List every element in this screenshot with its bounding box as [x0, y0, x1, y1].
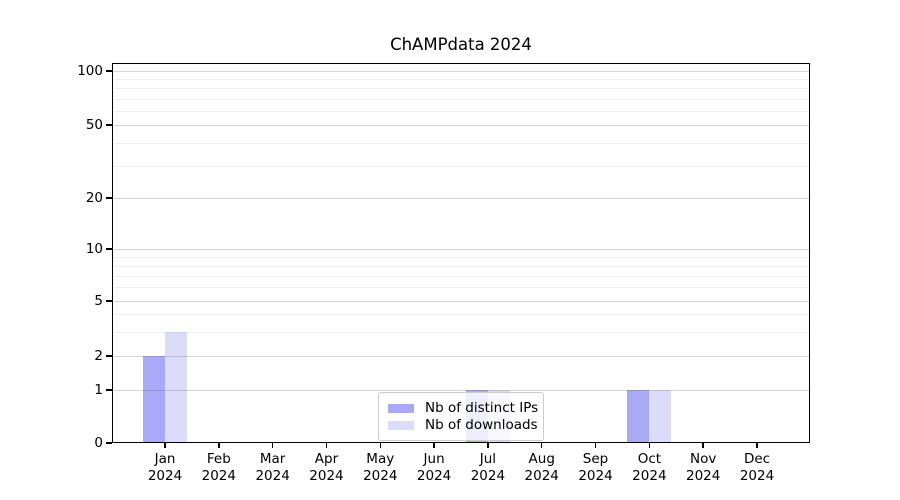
x-tick-label-sep: Sep 2024: [564, 451, 628, 485]
y-tick-label-1: 1: [94, 382, 103, 398]
y-tick-mark-50: [105, 124, 112, 126]
bar-jan-ips: [143, 356, 165, 443]
gridline-9: [112, 256, 810, 258]
x-tick-mark-apr: [325, 443, 328, 448]
x-tick-year: 2024: [309, 468, 344, 484]
x-tick-mark-mar: [271, 443, 274, 448]
axes-frame: [112, 63, 810, 443]
x-tick-mark-jul: [487, 443, 489, 448]
x-tick-label-oct: Oct 2024: [617, 451, 681, 485]
x-tick-month: Aug: [528, 451, 555, 467]
x-tick-label-jul: Jul 2024: [456, 451, 520, 485]
x-tick-month: Oct: [637, 451, 662, 467]
x-tick-mark-may: [379, 443, 382, 448]
y-tick-label-5: 5: [94, 293, 103, 309]
y-tick-mark-2: [105, 355, 112, 357]
x-tick-mark-nov: [702, 443, 704, 448]
legend-swatch: [388, 403, 414, 413]
x-tick-label-jun: Jun 2024: [402, 451, 466, 485]
x-tick-year: 2024: [685, 468, 721, 484]
legend-label: Nb of distinct IPs: [425, 400, 539, 416]
legend-item-distinct-ips: Nb of distinct IPs: [388, 400, 538, 416]
x-tick-label-dec: Dec 2024: [725, 451, 789, 485]
bar-jan-downloads: [165, 331, 187, 443]
y-tick-mark-0: [105, 442, 112, 444]
gridline-2: [112, 356, 810, 357]
y-tick-label-50: 50: [85, 117, 103, 133]
y-tick-label-0: 0: [94, 435, 103, 451]
x-tick-month: Dec: [743, 451, 771, 467]
x-tick-label-feb: Feb 2024: [187, 451, 251, 485]
x-tick-year: 2024: [739, 468, 775, 484]
x-tick-month: Mar: [259, 451, 286, 467]
gridline-90: [112, 79, 810, 81]
x-tick-mark-aug: [540, 443, 543, 448]
gridline-6: [112, 287, 810, 289]
legend-label: Nb of downloads: [425, 417, 538, 433]
x-tick-month: Sep: [582, 451, 609, 467]
x-tick-mark-jun: [433, 443, 435, 448]
x-tick-label-may: May 2024: [348, 451, 412, 485]
x-tick-year: 2024: [416, 468, 452, 484]
y-tick-mark-10: [105, 248, 112, 250]
gridline-8: [112, 265, 810, 267]
y-tick-mark-100: [105, 70, 112, 72]
gridline-60: [112, 110, 810, 112]
gridline-4: [112, 314, 810, 316]
gridline-100: [112, 71, 810, 72]
legend-item-downloads: Nb of downloads: [388, 417, 538, 433]
x-tick-year: 2024: [255, 468, 290, 484]
x-tick-year: 2024: [363, 468, 398, 484]
x-tick-label-nov: Nov 2024: [671, 451, 735, 485]
y-tick-mark-20: [105, 197, 112, 199]
x-tick-month: May: [366, 451, 395, 467]
x-tick-month: Jun: [423, 451, 445, 467]
x-tick-year: 2024: [632, 468, 667, 484]
chart-title: ChAMPdata 2024: [390, 35, 532, 54]
legend-swatch: [388, 420, 414, 430]
gridline-70: [112, 98, 810, 100]
y-tick-mark-5: [105, 300, 112, 302]
plot-area: Nb of distinct IPs Nb of downloads: [105, 63, 810, 448]
gridline-3: [112, 331, 810, 333]
gridline-30: [112, 165, 810, 167]
x-tick-year: 2024: [147, 468, 183, 484]
x-tick-label-jan: Jan 2024: [133, 451, 197, 485]
bar-oct-downloads: [649, 390, 672, 443]
gridline-20: [112, 198, 810, 199]
bar-oct-ips: [627, 390, 650, 443]
gridline-1: [112, 390, 810, 391]
x-tick-label-mar: Mar 2024: [241, 451, 305, 485]
x-tick-mark-dec: [756, 443, 758, 448]
gridline-7: [112, 275, 810, 277]
x-tick-mark-jan: [164, 443, 166, 448]
x-tick-month: Nov: [689, 451, 717, 467]
y-tick-mark-1: [105, 389, 112, 391]
y-tick-label-100: 100: [77, 63, 103, 79]
x-tick-month: Apr: [314, 451, 339, 467]
x-tick-year: 2024: [201, 468, 236, 484]
gridline-80: [112, 88, 810, 90]
y-tick-label-10: 10: [85, 241, 103, 257]
x-tick-year: 2024: [524, 468, 559, 484]
x-tick-month: Feb: [206, 451, 231, 467]
gridline-40: [112, 142, 810, 144]
legend: Nb of distinct IPs Nb of downloads: [378, 392, 544, 441]
x-tick-year: 2024: [470, 468, 506, 484]
y-tick-label-2: 2: [94, 348, 103, 364]
y-tick-label-20: 20: [85, 190, 103, 206]
gridline-10: [112, 249, 810, 250]
x-tick-month: Jan: [154, 451, 176, 467]
gridline-50: [112, 125, 810, 126]
x-tick-month: Jul: [479, 451, 497, 467]
x-tick-mark-sep: [594, 443, 597, 448]
x-tick-mark-oct: [648, 443, 651, 448]
x-tick-label-aug: Aug 2024: [510, 451, 574, 485]
x-tick-year: 2024: [578, 468, 613, 484]
x-tick-label-apr: Apr 2024: [294, 451, 358, 485]
x-tick-mark-feb: [218, 443, 220, 448]
gridline-5: [112, 301, 810, 302]
